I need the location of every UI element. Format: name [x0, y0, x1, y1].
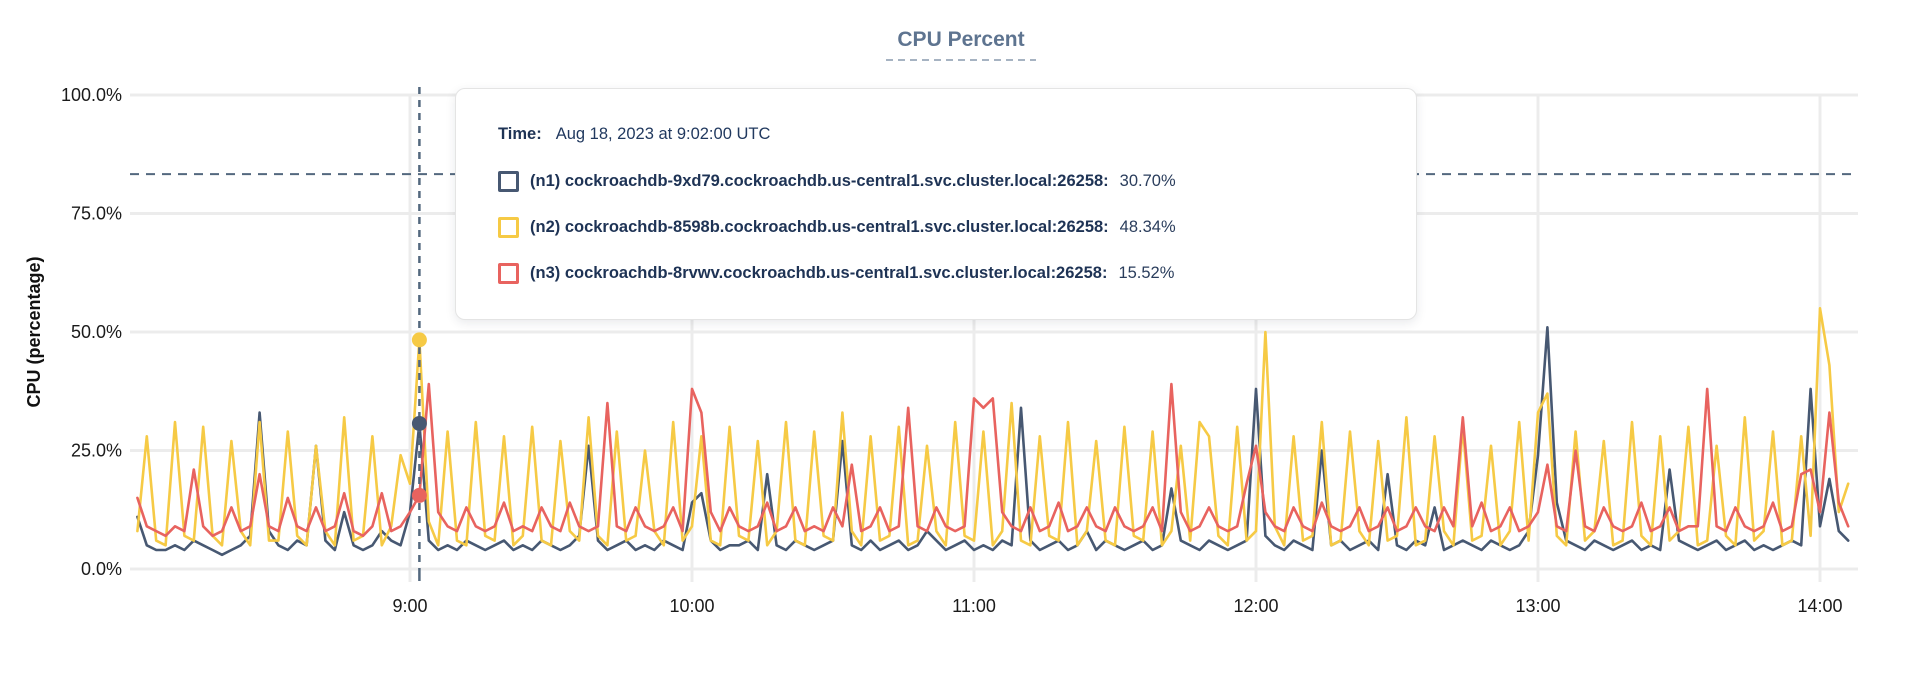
hover-tooltip: Time: Aug 18, 2023 at 9:02:00 UTC (n1) c… — [455, 88, 1417, 320]
tooltip-time-value: Aug 18, 2023 at 9:02:00 UTC — [555, 124, 771, 143]
tooltip-series-value: 30.70% — [1119, 171, 1176, 190]
x-tick-label: 10:00 — [669, 596, 714, 616]
gridlines — [130, 93, 1858, 582]
series-swatch-n1-icon — [498, 170, 519, 192]
x-tick-label: 12:00 — [1233, 596, 1278, 616]
tooltip-series-label: (n3) cockroachdb-8rvwv.cockroachdb.us-ce… — [530, 263, 1108, 282]
tooltip-time-row: Time: Aug 18, 2023 at 9:02:00 UTC — [498, 121, 1376, 147]
hover-dot-n2 — [411, 332, 427, 348]
hover-dot-n3 — [411, 487, 427, 503]
tooltip-series-label: (n2) cockroachdb-8598b.cockroachdb.us-ce… — [530, 217, 1109, 236]
y-axis-title: CPU (percentage) — [24, 256, 44, 407]
tooltip-series-row: (n2) cockroachdb-8598b.cockroachdb.us-ce… — [498, 214, 1376, 240]
hover-dot-n1 — [411, 415, 427, 431]
y-tick-label: 75.0% — [71, 204, 122, 224]
tooltip-series-row: (n1) cockroachdb-9xd79.cockroachdb.us-ce… — [498, 168, 1376, 194]
series-swatch-n3-icon — [498, 262, 519, 284]
x-tick-label: 13:00 — [1515, 596, 1560, 616]
tooltip-series-label: (n1) cockroachdb-9xd79.cockroachdb.us-ce… — [530, 171, 1109, 190]
y-tick-label: 25.0% — [71, 441, 122, 461]
series-swatch-n2-icon — [498, 216, 519, 238]
y-tick-label: 100.0% — [61, 85, 122, 105]
x-tick-label: 11:00 — [952, 596, 996, 616]
x-tick-label: 14:00 — [1797, 596, 1842, 616]
axis-tick-labels: 100.0% 75.0% 50.0% 25.0% 0.0% 9:00 10:00 11:00 1… — [61, 85, 1843, 616]
series-line-n2 — [136, 307, 1850, 547]
series-lines — [136, 307, 1850, 557]
y-tick-label: 50.0% — [71, 322, 122, 342]
tooltip-series-row: (n3) cockroachdb-8rvwv.cockroachdb.us-ce… — [498, 260, 1376, 286]
series-line-n1 — [136, 326, 1850, 557]
tooltip-series-value: 15.52% — [1118, 263, 1175, 282]
hover-indicator — [411, 87, 427, 581]
chart-title[interactable]: CPU Percent — [897, 28, 1024, 51]
series-line-n3 — [136, 382, 1850, 538]
tooltip-series-value: 48.34% — [1119, 217, 1176, 236]
x-tick-label: 9:00 — [392, 596, 427, 616]
tooltip-time-label: Time: — [498, 124, 542, 143]
y-tick-label: 0.0% — [81, 559, 122, 579]
